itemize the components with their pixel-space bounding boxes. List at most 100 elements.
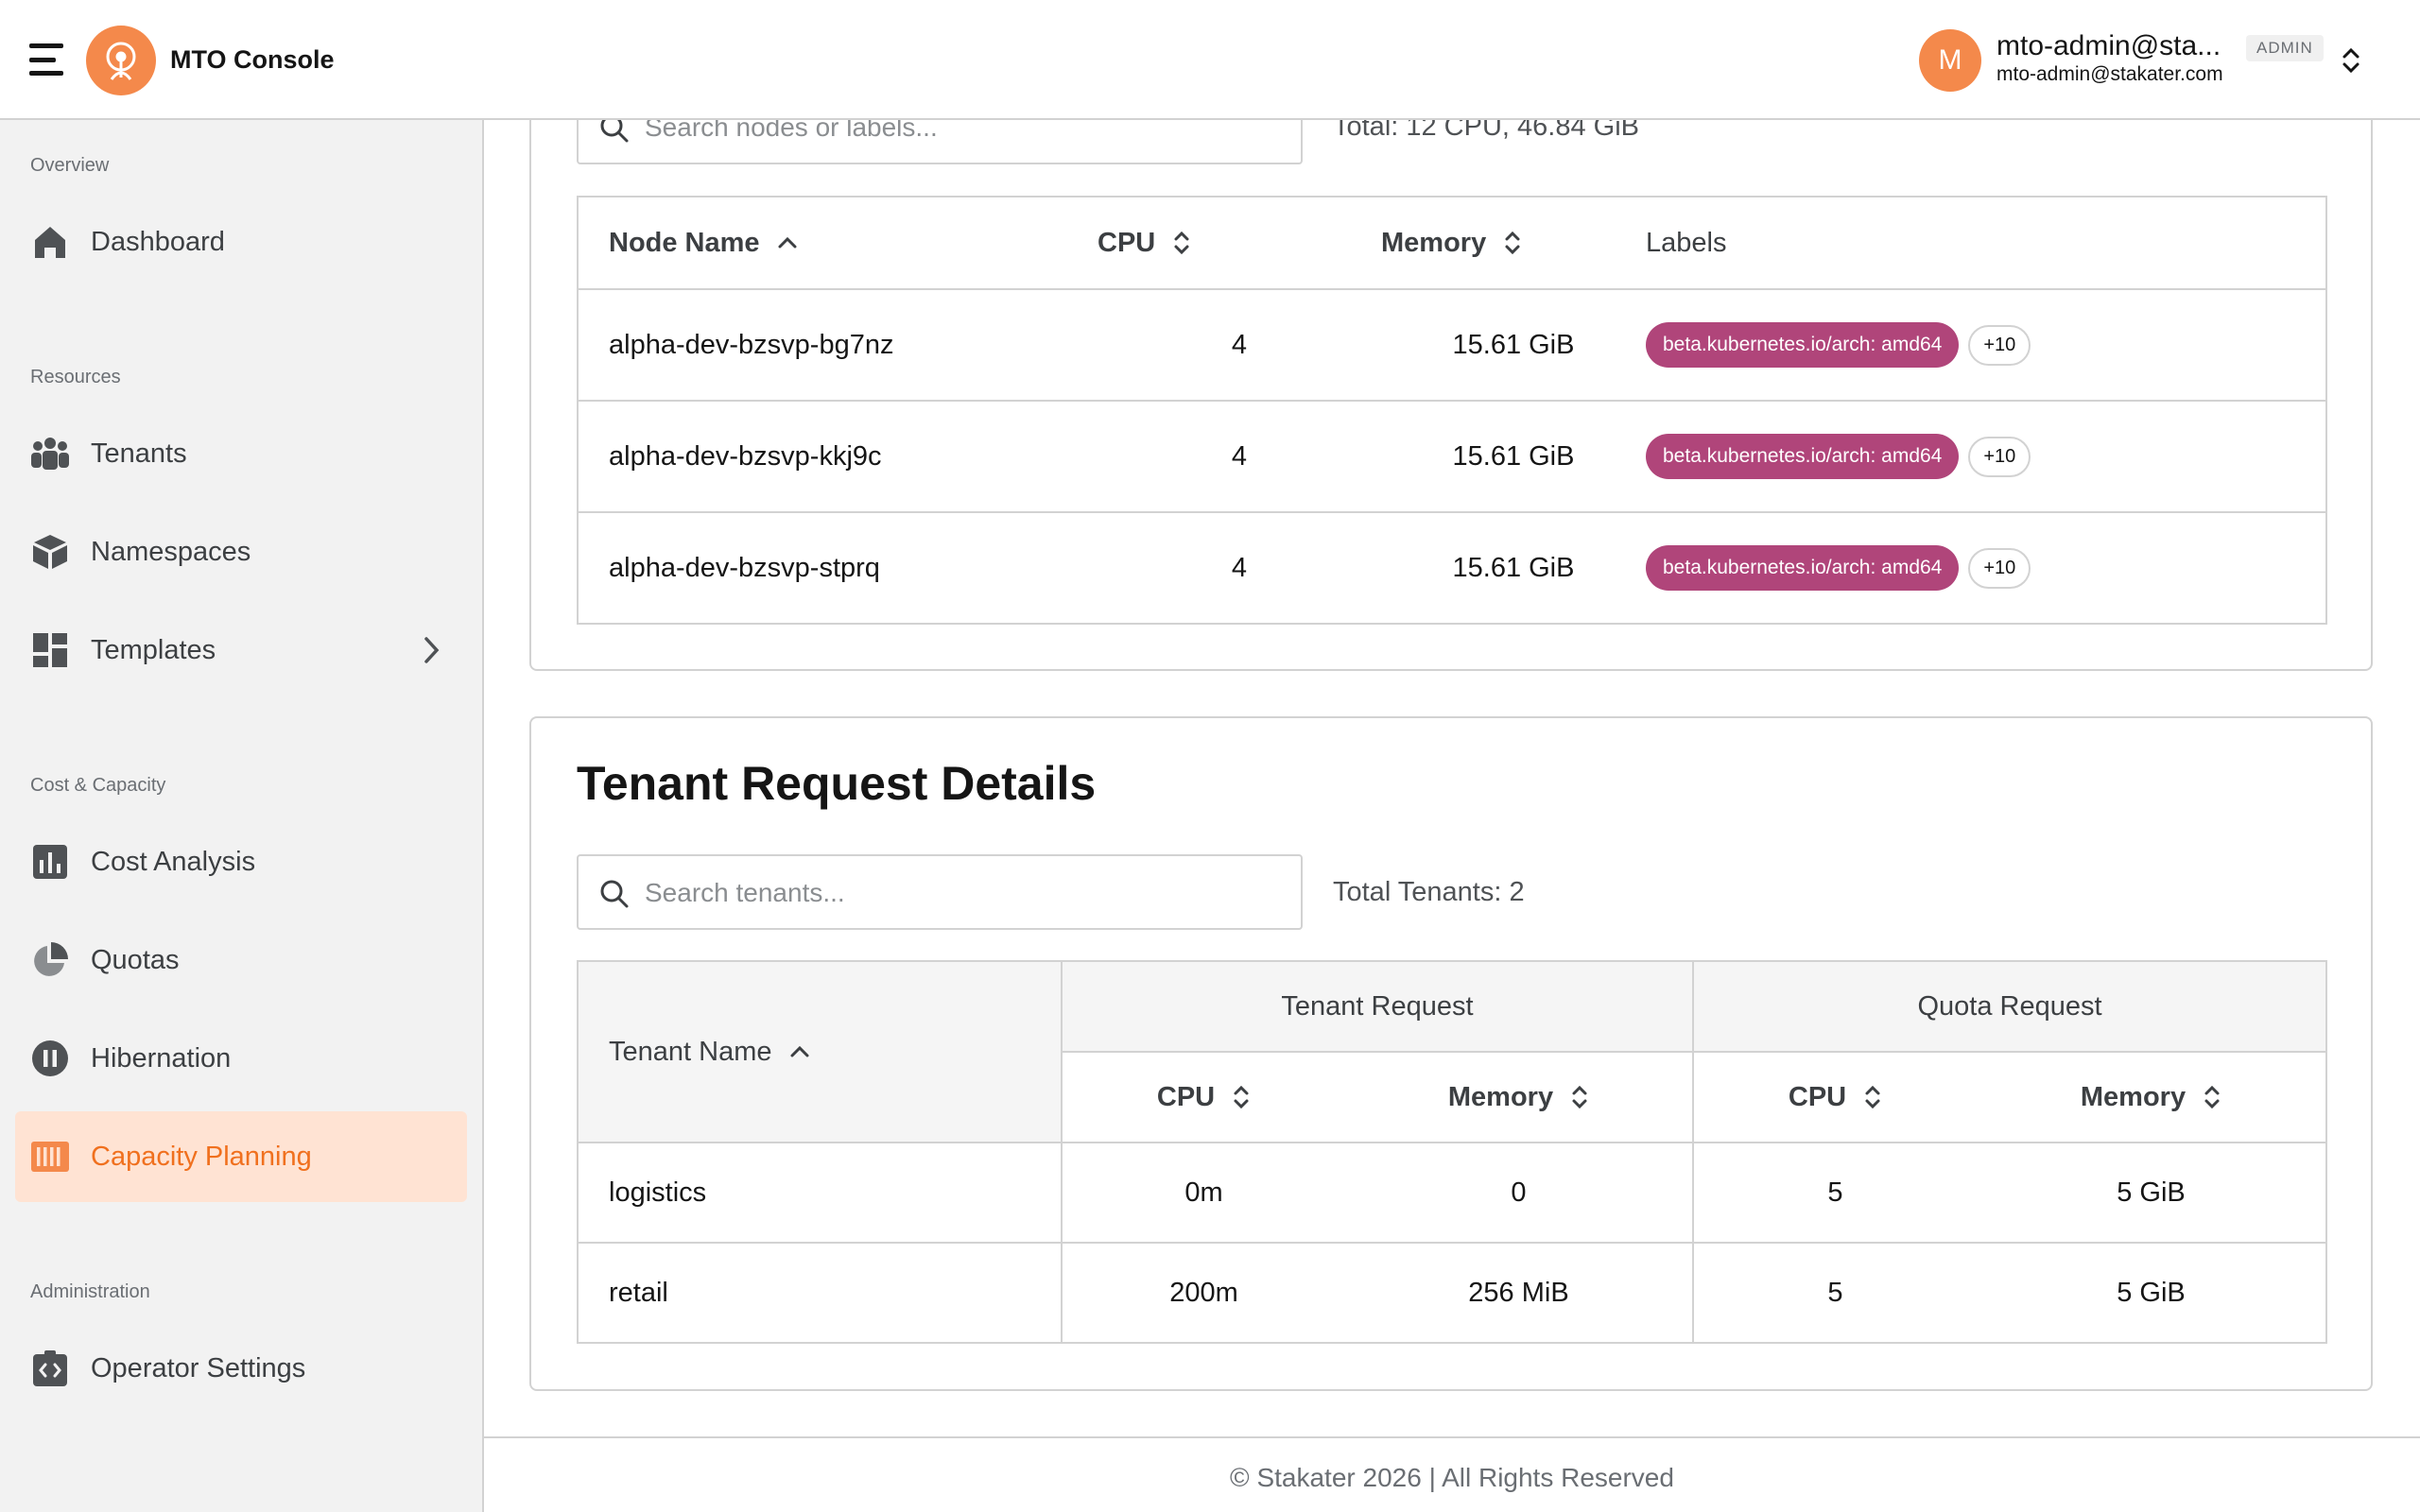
section-cost-capacity: Cost & Capacity [30,775,166,796]
col-label: Tenant Name [609,1036,772,1067]
sidebar-item-label: Hibernation [91,1042,232,1074]
col-cpu[interactable]: CPU [1098,197,1381,290]
quota-request-memory: 5 GiB [2117,1277,2186,1308]
header-overlay: MTO Console M mto-admin@sta... ADMIN mto… [0,0,2420,120]
col-label: Node Name [609,227,760,258]
sidebar-item-label: Tenants [91,438,187,469]
col-label: Memory [2080,1081,2187,1112]
home-icon [30,222,70,262]
user-menu-toggle-icon[interactable] [2337,43,2365,77]
sidebar-item-cost-analysis[interactable]: Cost Analysis [15,816,467,907]
capacity-icon [30,1137,70,1177]
node-labels: beta.kubernetes.io/arch: amd64 +10 [1646,289,2326,402]
sidebar-item-label: Dashboard [91,226,225,257]
sidebar-item-namespaces[interactable]: Namespaces [15,507,467,597]
nodes-table: Node Name CPU Memory Labels alpha-dev-b [577,196,2327,625]
col-label: CPU [1156,1081,1216,1112]
table-group-header-row: Tenant Name Tenant Request Quota Request [577,960,2327,1143]
sidebar-item-hibernation[interactable]: Hibernation [15,1013,467,1104]
col-labels: Labels [1646,197,2326,290]
tenant-request-cpu: 200m [1169,1277,1238,1308]
sidebar-item-capacity-planning[interactable]: Capacity Planning [15,1111,467,1202]
node-memory: 15.61 GiB [1381,401,1646,513]
label-chip: beta.kubernetes.io/arch: amd64 [1646,434,1960,479]
sidebar-item-templates[interactable]: Templates [15,605,467,696]
quota-request-cpu: 5 [1827,1277,1843,1308]
col-label: CPU [1788,1081,1847,1112]
table-row[interactable]: alpha-dev-bzsvp-stprq 4 15.61 GiB beta.k… [578,512,2326,624]
col-group-quota-request: Quota Request [1692,960,2327,1053]
tenant-request-memory: 256 MiB [1345,1243,1694,1343]
label-chip: beta.kubernetes.io/arch: amd64 [1646,545,1960,591]
col-node-name[interactable]: Node Name [578,197,1098,290]
more-labels-chip[interactable]: +10 [1968,324,2031,366]
page-footer: © Stakater 2026 | All Rights Reserved [484,1436,2420,1512]
col-quota-cpu[interactable]: CPU [1692,1051,1977,1143]
table-row[interactable]: alpha-dev-bzsvp-bg7nz 4 15.61 GiB beta.k… [578,289,2326,402]
search-icon [599,879,630,914]
node-cpu: 4 [1098,289,1381,402]
hamburger-menu-icon[interactable] [29,43,63,76]
node-labels: beta.kubernetes.io/arch: amd64 +10 [1646,512,2326,624]
tenant-search-input[interactable] [645,873,1288,913]
sort-asc-icon [778,236,797,249]
table-row[interactable]: retail 200m 256 MiB 5 5 GiB [578,1243,2326,1343]
app-title: MTO Console [170,45,335,74]
sidebar-item-quotas[interactable]: Quotas [15,915,467,1005]
col-memory[interactable]: Memory [1381,197,1646,290]
more-labels-chip[interactable]: +10 [1968,436,2031,477]
sort-icon [1505,231,1520,255]
mto-logo[interactable] [86,26,156,95]
sidebar-item-operator-settings[interactable]: Operator Settings [15,1323,467,1414]
users-icon [30,434,70,473]
pie-chart-icon [30,940,70,980]
user-email: mto-admin@stakater.com [1996,63,2223,85]
sort-icon [1174,231,1189,255]
col-label: Memory [1381,227,1487,258]
sidebar-item-dashboard[interactable]: Dashboard [15,197,467,287]
col-tenant-cpu[interactable]: CPU [1061,1051,1345,1143]
code-icon [30,1349,70,1388]
sidebar-item-tenants[interactable]: Tenants [15,408,467,499]
node-name: alpha-dev-bzsvp-kkj9c [578,401,1098,513]
user-avatar[interactable]: M [1919,29,1981,92]
tenant-details-title: Tenant Request Details [577,757,1097,810]
tenant-name: retail [578,1243,1063,1343]
section-resources: Resources [30,367,121,387]
col-quota-memory[interactable]: Memory [1977,1051,2327,1143]
col-tenant-name[interactable]: Tenant Name [577,960,1063,1143]
user-name: mto-admin@sta... [1996,30,2221,61]
tenant-request-table: Tenant Name Tenant Request Quota Request… [577,960,2327,1344]
table-row[interactable]: logistics 0m 0 5 5 GiB [578,1143,2326,1244]
sidebar-item-label: Operator Settings [91,1352,306,1383]
section-administration: Administration [30,1281,150,1302]
bar-chart-icon [30,842,70,882]
role-badge: ADMIN [2246,35,2324,61]
cube-icon [30,532,70,572]
sidebar-item-label: Quotas [91,944,180,975]
tenant-request-memory: 0 [1345,1143,1694,1244]
node-labels: beta.kubernetes.io/arch: amd64 +10 [1646,401,2326,513]
tenant-name: logistics [578,1143,1063,1244]
quota-request-memory: 5 GiB [1977,1143,2326,1244]
tenant-search-box[interactable] [577,854,1303,930]
tenant-request-cpu: 0m [1062,1143,1345,1244]
sidebar-item-label: Namespaces [91,536,251,567]
header-backdrop [0,0,2420,120]
col-tenant-memory[interactable]: Memory [1345,1051,1694,1143]
sort-icon [1572,1085,1587,1109]
table-header-row: Node Name CPU Memory Labels [578,197,2326,290]
label-chip: beta.kubernetes.io/arch: amd64 [1646,322,1960,368]
node-name: alpha-dev-bzsvp-bg7nz [578,289,1098,402]
sort-icon [2204,1085,2220,1109]
table-row[interactable]: alpha-dev-bzsvp-kkj9c 4 15.61 GiB beta.k… [578,401,2326,513]
chevron-right-icon[interactable] [422,635,441,670]
grid-icon [30,630,70,670]
node-memory: 15.61 GiB [1452,552,1575,583]
col-label: CPU [1098,227,1156,258]
table-header-row: CPU Memory CPU Memory [578,1051,2327,1143]
sort-icon [1234,1085,1249,1109]
more-labels-chip[interactable]: +10 [1968,547,2031,589]
sidebar-item-label: Cost Analysis [91,846,256,877]
quota-request-cpu: 5 [1693,1143,1977,1244]
